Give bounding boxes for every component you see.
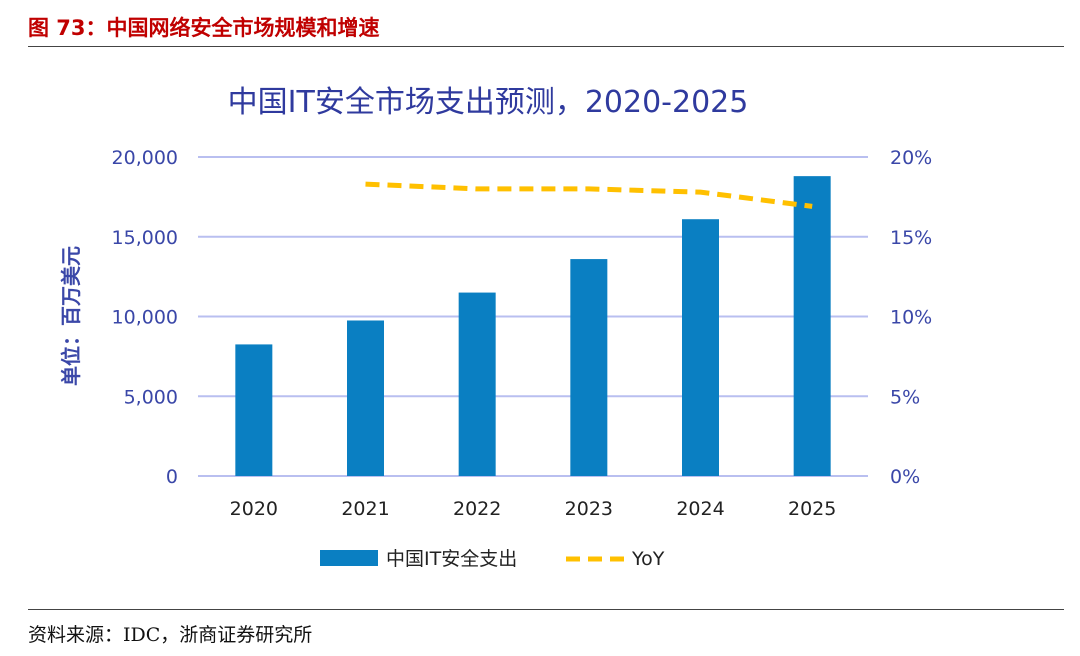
x-axis-ticks: 2020 2021 2022 2023 2024 2025 [230, 498, 837, 520]
chart-title: 中国IT安全市场支出预测，2020-2025 [228, 85, 749, 120]
y2-tick-label: 15% [890, 227, 932, 249]
legend-bar-label: 中国IT安全支出 [386, 548, 517, 570]
source-note: 资料来源：IDC，浙商证券研究所 [28, 624, 313, 646]
bar [570, 259, 608, 476]
y2-tick-label: 10% [890, 307, 932, 329]
bar [682, 219, 719, 476]
y-tick-label: 10,000 [112, 307, 178, 329]
bar [793, 176, 831, 476]
legend-bar-swatch [320, 550, 378, 566]
top-divider [28, 46, 1064, 47]
y2-tick-label: 0% [890, 466, 920, 488]
x-tick-label: 2025 [788, 498, 836, 520]
bar-series [235, 176, 831, 476]
legend-line-label: YoY [631, 548, 665, 570]
y2-axis-ticks: 0% 5% 10% 15% 20% [890, 147, 932, 488]
bar [458, 292, 496, 476]
y-axis-ticks: 0 5,000 10,000 15,000 20,000 [112, 147, 178, 488]
y-tick-label: 0 [166, 466, 178, 488]
yoy-series [365, 181, 813, 209]
x-tick-label: 2023 [565, 498, 613, 520]
x-tick-label: 2024 [676, 498, 724, 520]
x-tick-label: 2020 [230, 498, 278, 520]
gridlines [198, 156, 868, 477]
figure-title: 图 73：中国网络安全市场规模和增速 [28, 16, 380, 40]
x-tick-label: 2022 [453, 498, 501, 520]
y-tick-label: 20,000 [112, 147, 178, 169]
x-tick-label: 2021 [341, 498, 389, 520]
y-axis-label: 单位：百万美元 [59, 246, 83, 386]
y2-tick-label: 20% [890, 147, 932, 169]
bottom-divider [28, 609, 1064, 610]
chart: 中国IT安全市场支出预测，2020-2025 单位：百万美元 0 5,000 10,… [59, 85, 932, 570]
y2-tick-label: 5% [890, 386, 920, 408]
legend: 中国IT安全支出 YoY [320, 548, 665, 570]
y-tick-label: 15,000 [112, 227, 178, 249]
yoy-line [365, 181, 813, 209]
bar [347, 320, 384, 476]
y-tick-label: 5,000 [124, 386, 178, 408]
bar [235, 344, 273, 476]
